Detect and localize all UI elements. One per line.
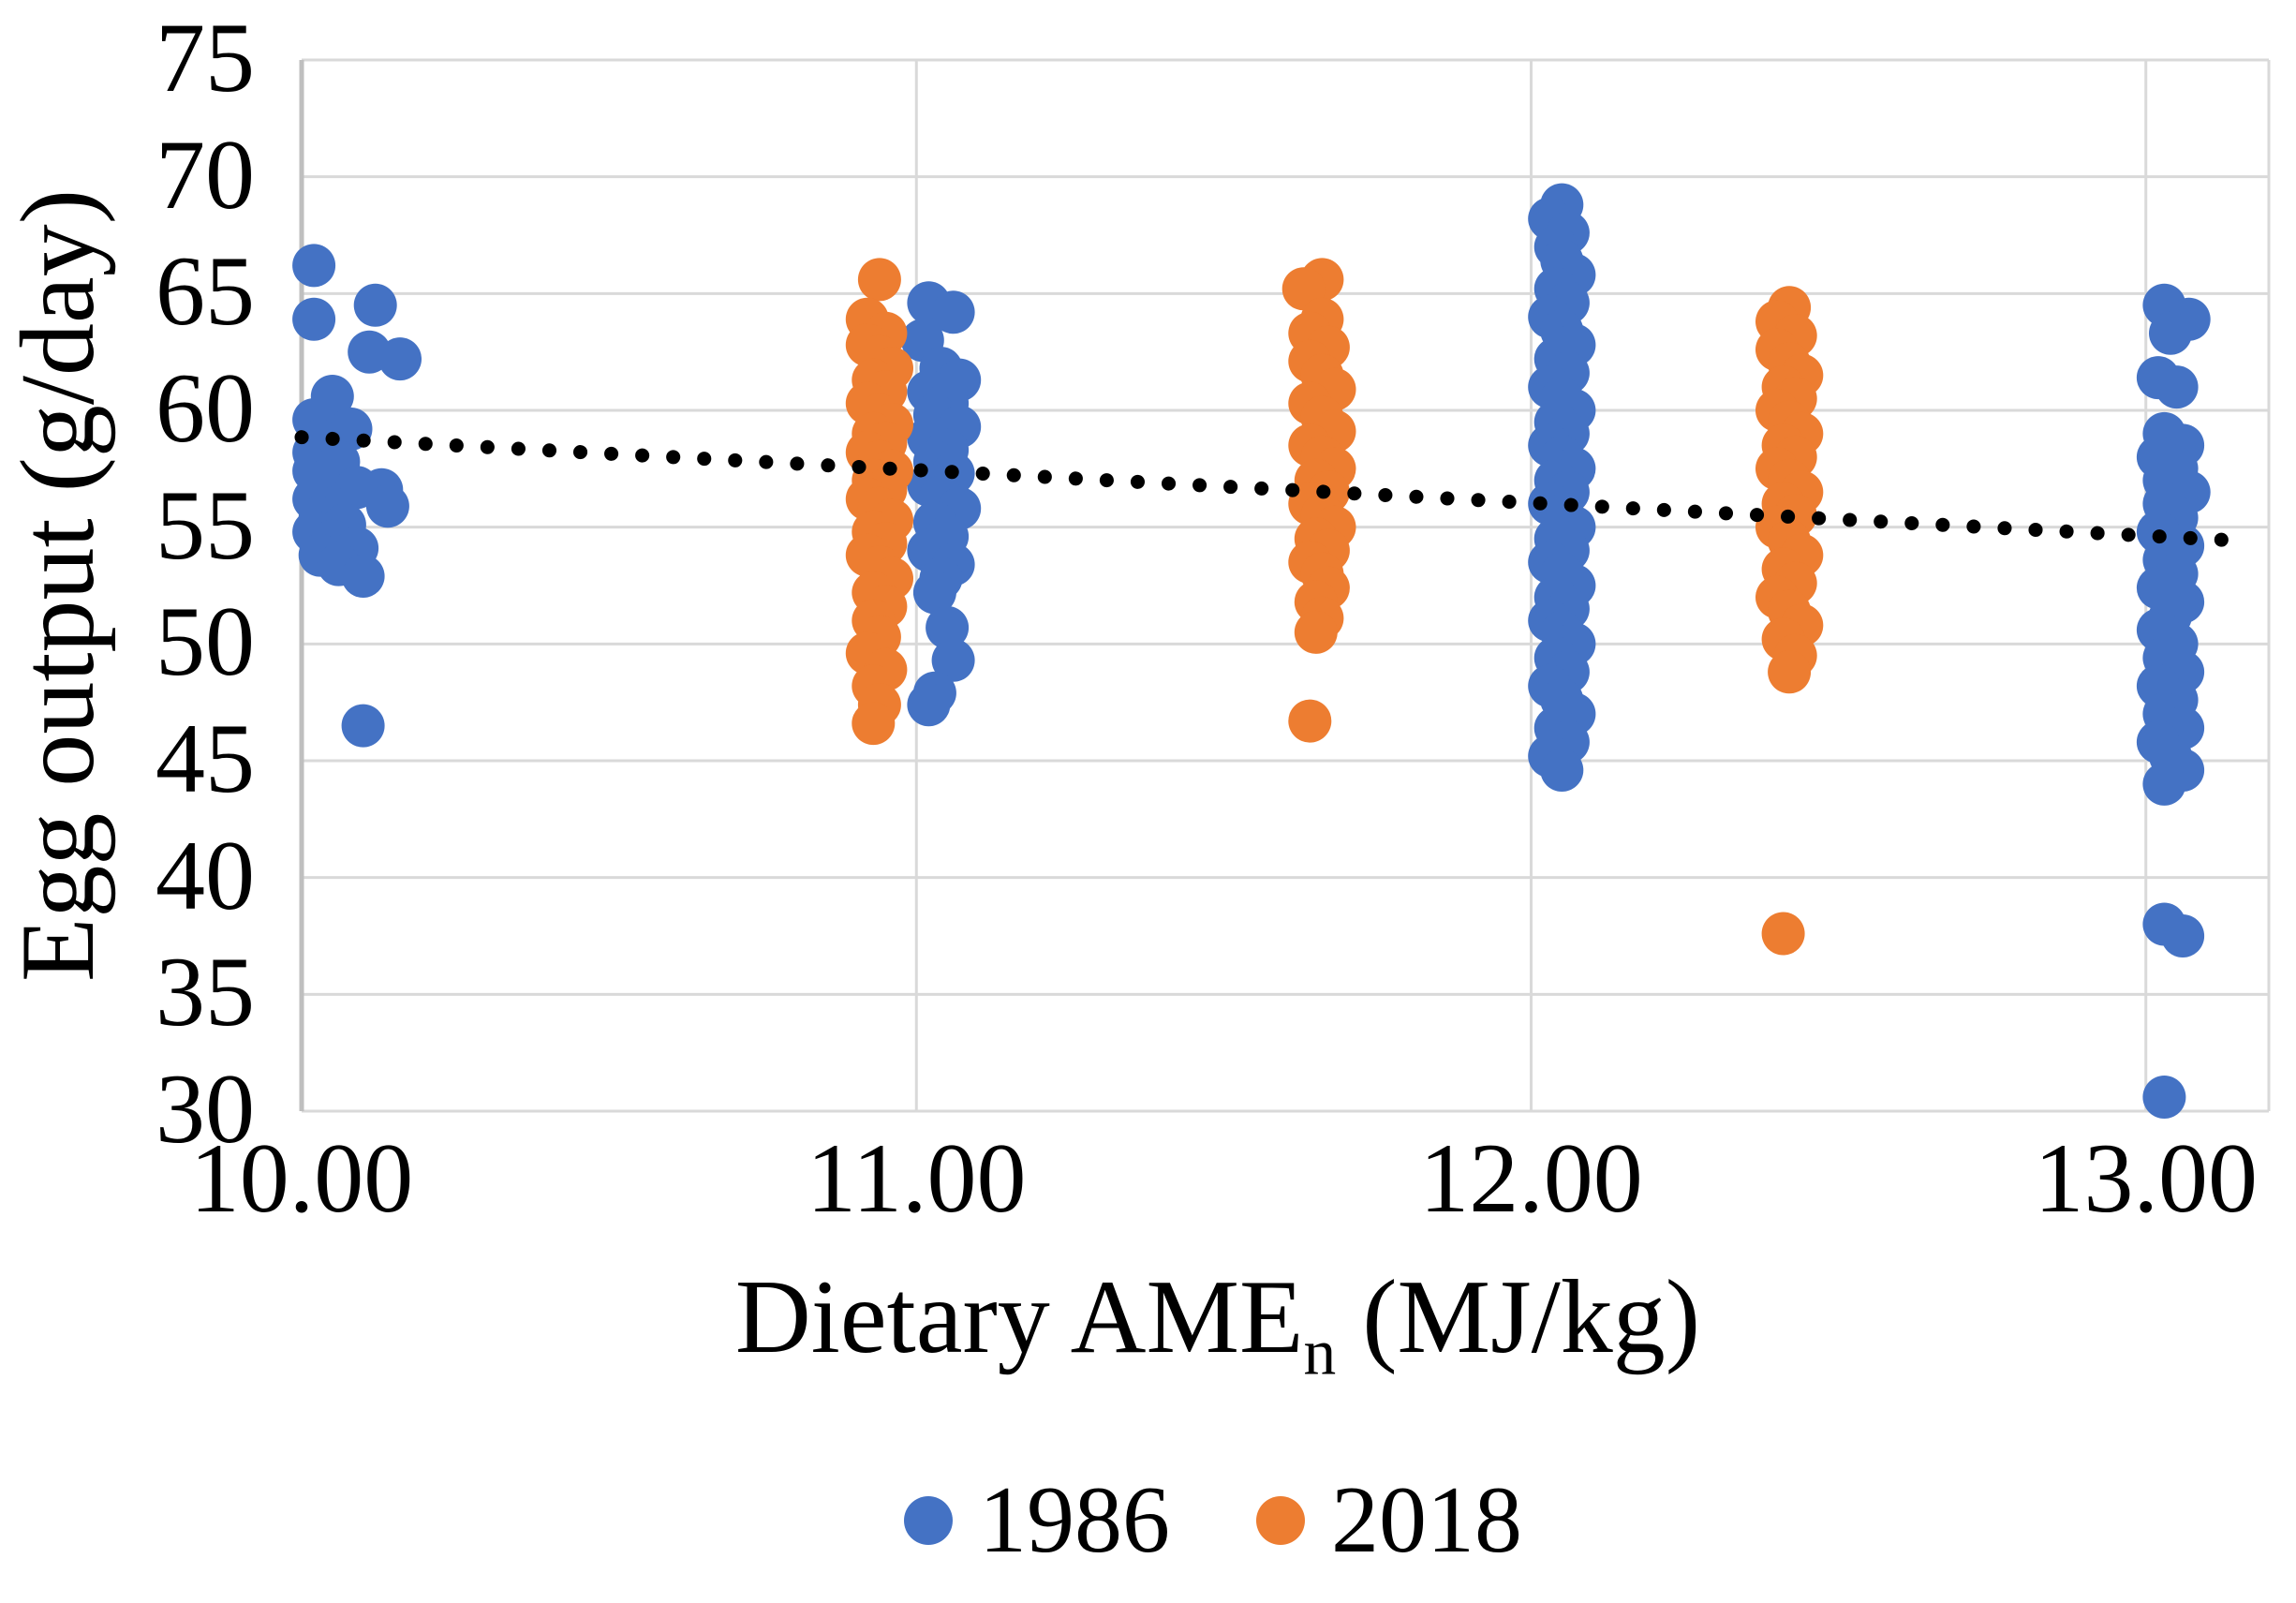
- data-point-2018: [1761, 912, 1805, 956]
- data-point-1986: [341, 704, 385, 748]
- x-axis-title-subscript: n: [1303, 1316, 1337, 1389]
- y-tick-label: 70: [156, 119, 255, 230]
- data-point-1986: [931, 638, 975, 682]
- data-point-1986: [931, 290, 975, 334]
- trendline: [294, 430, 2233, 547]
- data-point-2018: [1288, 699, 1332, 743]
- data-point-1986: [907, 683, 951, 727]
- data-point-1986: [2155, 365, 2199, 409]
- x-axis-title-suffix: (MJ/kg): [1336, 1259, 1701, 1375]
- y-tick-label: 30: [156, 1053, 255, 1164]
- data-point-2018: [1294, 610, 1338, 654]
- data-point-1986: [378, 337, 422, 381]
- y-tick-label: 75: [156, 2, 255, 112]
- data-point-1986: [341, 555, 385, 598]
- y-tick-label: 35: [156, 937, 255, 1047]
- y-tick-label: 55: [156, 469, 255, 580]
- y-tick-label: 65: [156, 236, 255, 347]
- data-point-1986: [2142, 762, 2186, 806]
- data-point-1986: [292, 244, 336, 288]
- data-point-2018: [1768, 650, 1812, 694]
- data-point-2018: [857, 258, 901, 302]
- x-axis-title-text: Dietary AME: [734, 1259, 1304, 1375]
- data-point-1986: [2149, 311, 2192, 355]
- legend-marker-1986-icon: [904, 1496, 953, 1545]
- data-point-1986: [2142, 1076, 2186, 1119]
- data-point-1986: [365, 484, 409, 528]
- legend-marker-2018-icon: [1256, 1496, 1305, 1545]
- y-tick-label: 45: [156, 703, 255, 813]
- legend-label-2018: 2018: [1331, 1467, 1522, 1573]
- data-point-1986: [353, 283, 397, 327]
- data-point-1986: [912, 571, 956, 615]
- data-point-1986: [926, 605, 970, 649]
- data-point-2018: [852, 702, 896, 746]
- y-tick-label: 60: [156, 352, 255, 463]
- data-point-1986: [292, 297, 336, 341]
- legend: 1986 2018: [904, 1473, 1522, 1568]
- x-tick-label: 10.00: [189, 1123, 414, 1233]
- x-tick-label: 11.00: [806, 1123, 1027, 1233]
- x-tick-label: 13.00: [2034, 1123, 2259, 1233]
- data-point-1986: [1540, 749, 1584, 792]
- data-point-1986: [2161, 914, 2205, 957]
- x-tick-label: 12.00: [1419, 1123, 1643, 1233]
- y-tick-label: 50: [156, 586, 255, 697]
- legend-item-2018: 2018: [1256, 1473, 1522, 1568]
- y-tick-label: 40: [156, 820, 255, 930]
- legend-item-1986: 1986: [904, 1473, 1170, 1568]
- legend-label-1986: 1986: [979, 1467, 1170, 1573]
- x-axis-title: Dietary AMEn (MJ/kg): [734, 1259, 1701, 1385]
